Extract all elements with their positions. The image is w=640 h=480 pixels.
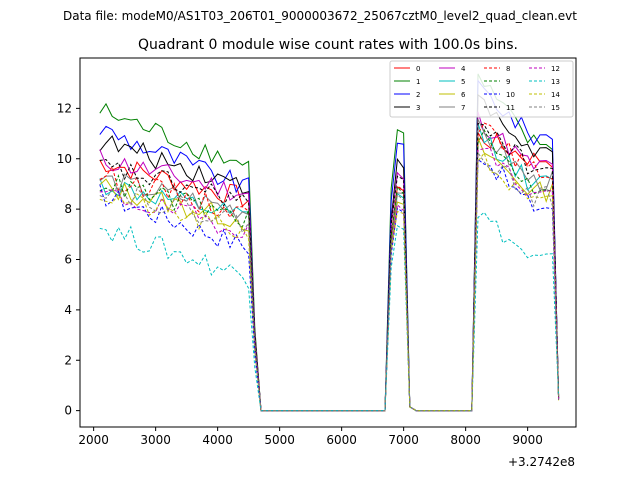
x-tick-label: 7000: [388, 433, 419, 447]
legend-label-9: 9: [506, 78, 510, 86]
x-tick-label: 3000: [140, 433, 171, 447]
legend-label-6: 6: [461, 91, 466, 99]
plot-frame: [79, 57, 577, 428]
y-axis: 0 2 4 6 8 10 12: [57, 101, 80, 418]
legend-label-5: 5: [461, 78, 465, 86]
y-tick-label: 10: [57, 152, 72, 166]
y-tick-label: 8: [64, 202, 72, 216]
x-tick-label: 6000: [326, 433, 357, 447]
x-tick-label: 8000: [450, 433, 481, 447]
suptitle: Data file: modeM0/AS1T03_206T01_90000036…: [63, 9, 577, 23]
x-offset-label: +3.2742e8: [508, 455, 575, 469]
y-tick-label: 4: [64, 303, 72, 317]
x-axis: 2000 3000 4000 5000 6000 7000 8000 9000: [78, 427, 543, 447]
plot-background: [80, 58, 576, 427]
x-tick-label: 5000: [264, 433, 295, 447]
series-line-9: [99, 128, 560, 412]
legend-label-12: 12: [551, 65, 560, 73]
y-tick-label: 2: [64, 353, 72, 367]
y-tick-label: 6: [64, 253, 72, 267]
legend-label-10: 10: [506, 91, 515, 99]
series-lines: [99, 73, 560, 412]
y-tick-label: 12: [57, 101, 72, 115]
y-tick-label: 0: [64, 404, 72, 418]
legend-label-14: 14: [551, 91, 560, 99]
legend-label-4: 4: [461, 65, 466, 73]
legend-label-2: 2: [416, 91, 420, 99]
legend-label-0: 0: [416, 65, 420, 73]
chart-title: Quadrant 0 module wise count rates with …: [138, 37, 518, 53]
legend-label-8: 8: [506, 65, 510, 73]
legend-label-7: 7: [461, 104, 465, 112]
series-line-15: [99, 151, 560, 412]
legend-label-3: 3: [416, 104, 420, 112]
x-tick-label: 4000: [202, 433, 233, 447]
legend-label-13: 13: [551, 78, 560, 86]
legend-label-11: 11: [506, 104, 515, 112]
x-tick-label: 2000: [78, 433, 109, 447]
series-line-13: [99, 211, 560, 412]
legend-box: [389, 60, 574, 118]
legend-label-1: 1: [416, 78, 420, 86]
legend-label-15: 15: [551, 104, 560, 112]
series-line-10: [99, 158, 560, 412]
x-tick-label: 9000: [512, 433, 543, 447]
